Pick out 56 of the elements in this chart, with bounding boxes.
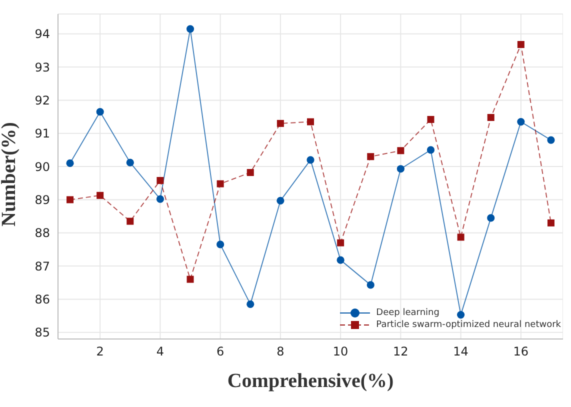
point (96, 192, 104, 199)
point (96, 108, 104, 116)
x-tick-label: 12 (393, 344, 408, 359)
y-tick-label: 91 (34, 126, 50, 141)
y-axis-title: Number(%) (0, 122, 20, 226)
x-tick-label: 2 (96, 344, 104, 359)
point (186, 25, 194, 33)
point (457, 234, 464, 241)
point (337, 239, 344, 246)
x-tick-label: 14 (453, 344, 468, 359)
y-tick-label: 87 (34, 259, 50, 274)
point (66, 159, 74, 168)
point (276, 120, 284, 127)
point (66, 196, 74, 204)
point (366, 281, 374, 289)
x-tick-label: 4 (156, 344, 164, 359)
x-tick-label: 8 (276, 344, 284, 359)
y-tick-label: 86 (34, 292, 50, 306)
point (517, 41, 524, 48)
y-tick-label: 89 (34, 192, 50, 207)
x-axis-title: Comprehensive(%) (227, 370, 394, 392)
x-tick-label: 16 (513, 344, 529, 359)
point (307, 118, 314, 126)
point (276, 196, 284, 205)
point (367, 153, 374, 160)
point (517, 118, 525, 126)
point (126, 158, 134, 166)
point (216, 180, 224, 188)
x-tick-label: 6 (216, 344, 224, 359)
point (186, 276, 194, 283)
point (396, 165, 404, 173)
legend-label: Particle swarm-optimized neural network (376, 320, 561, 330)
point (426, 146, 435, 154)
y-tick-label: 93 (34, 60, 50, 74)
y-tick-label: 88 (34, 226, 50, 240)
point (427, 116, 434, 123)
legend-label: Deep learning (376, 308, 440, 318)
y-tick-label: 94 (34, 27, 50, 42)
point (216, 240, 224, 248)
point (336, 256, 344, 264)
y-tick-label: 90 (34, 160, 50, 174)
point (487, 214, 495, 222)
point (547, 219, 554, 226)
point (156, 176, 164, 184)
point (457, 310, 465, 319)
point (306, 156, 314, 164)
point (246, 300, 254, 308)
point (126, 218, 134, 225)
x-tick-label: 10 (332, 344, 348, 359)
point (487, 114, 494, 121)
point (397, 147, 404, 154)
point (547, 136, 555, 144)
point (156, 195, 164, 203)
point (246, 169, 254, 176)
y-tick-label: 85 (34, 326, 50, 340)
y-tick-label: 92 (34, 93, 50, 108)
